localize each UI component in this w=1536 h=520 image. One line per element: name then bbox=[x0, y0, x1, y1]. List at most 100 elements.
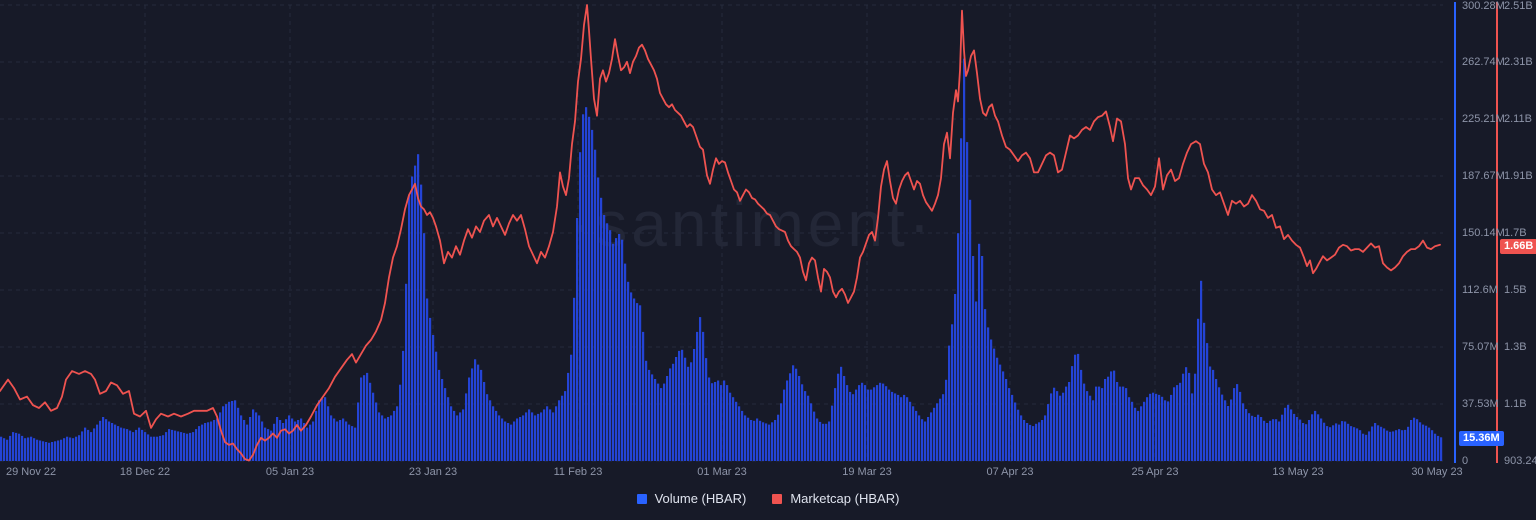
volume-bar bbox=[105, 419, 108, 461]
volume-bar bbox=[1380, 426, 1383, 461]
volume-bar bbox=[297, 420, 300, 461]
volume-bar bbox=[1095, 386, 1098, 461]
volume-bar bbox=[894, 393, 897, 461]
volume-bar bbox=[1017, 409, 1020, 461]
volume-bar bbox=[1422, 424, 1425, 461]
volume-bar bbox=[201, 424, 204, 461]
volume-bar bbox=[855, 389, 858, 461]
volume-bar bbox=[705, 358, 708, 461]
volume-bar bbox=[468, 377, 471, 461]
volume-bar bbox=[360, 377, 363, 461]
volume-bar bbox=[402, 350, 405, 461]
volume-bar bbox=[726, 385, 729, 461]
volume-bar bbox=[1371, 426, 1374, 461]
volume-bar bbox=[1023, 420, 1026, 461]
volume-bar bbox=[24, 438, 27, 461]
volume-bar bbox=[1404, 429, 1407, 461]
volume-bar bbox=[1077, 353, 1080, 461]
volume-bar bbox=[936, 403, 939, 461]
volume-bar bbox=[588, 116, 591, 462]
volume-bar bbox=[366, 372, 369, 461]
volume-bar bbox=[1227, 406, 1230, 461]
volume-bar bbox=[378, 412, 381, 461]
volume-bar bbox=[390, 415, 393, 461]
volume-bar bbox=[54, 441, 57, 461]
volume-bar bbox=[558, 400, 561, 461]
volume-bar bbox=[729, 392, 732, 461]
volume-bar bbox=[1419, 422, 1422, 461]
volume-bar bbox=[456, 415, 459, 461]
volume-bar bbox=[261, 421, 264, 461]
volume-bar bbox=[576, 218, 579, 461]
volume-bar bbox=[912, 406, 915, 461]
volume-bar bbox=[411, 176, 414, 461]
volume-bar bbox=[834, 388, 837, 461]
legend-item-volume[interactable]: Volume (HBAR) bbox=[636, 491, 746, 506]
volume-bar bbox=[48, 442, 51, 461]
volume-bar bbox=[669, 368, 672, 461]
volume-bar bbox=[1290, 409, 1293, 461]
volume-bar bbox=[927, 417, 930, 461]
volume-bar bbox=[1224, 400, 1227, 461]
volume-bar bbox=[396, 406, 399, 461]
volume-bar bbox=[318, 400, 321, 461]
volume-bar bbox=[1119, 386, 1122, 461]
volume-bar bbox=[561, 395, 564, 461]
volume-bar bbox=[384, 418, 387, 461]
volume-bar bbox=[1359, 430, 1362, 461]
volume-bar bbox=[831, 405, 834, 461]
volume-bar bbox=[1035, 423, 1038, 461]
volume-bar bbox=[417, 154, 420, 461]
volume-bar bbox=[426, 298, 429, 461]
volume-bar bbox=[255, 412, 258, 461]
volume-bar bbox=[498, 415, 501, 461]
volume-bar bbox=[267, 429, 270, 461]
volume-bar bbox=[339, 420, 342, 461]
volume-bar bbox=[1377, 425, 1380, 461]
volume-bar bbox=[843, 376, 846, 461]
volume-bar bbox=[837, 373, 840, 461]
volume-bar bbox=[1026, 423, 1029, 461]
volume-bar bbox=[1254, 417, 1257, 461]
volume-bar bbox=[1221, 394, 1224, 461]
volume-bar bbox=[882, 383, 885, 461]
volume-bar bbox=[1395, 430, 1398, 461]
volume-bar bbox=[738, 406, 741, 461]
volume-bar bbox=[1200, 280, 1203, 461]
volume-bar bbox=[870, 389, 873, 461]
volume-bar bbox=[1074, 354, 1077, 461]
volume-bar bbox=[1278, 421, 1281, 461]
volume-bar bbox=[249, 417, 252, 461]
volume-bar bbox=[750, 420, 753, 461]
volume-bar bbox=[27, 437, 30, 461]
volume-bar bbox=[147, 434, 150, 461]
volume-bar bbox=[444, 388, 447, 461]
volume-bar bbox=[315, 410, 318, 461]
volume-bar bbox=[219, 412, 222, 461]
volume-bar bbox=[1344, 421, 1347, 461]
volume-bar bbox=[192, 432, 195, 461]
volume-bar bbox=[1401, 430, 1404, 461]
volume-bar bbox=[33, 438, 36, 461]
volume-bar bbox=[39, 440, 42, 461]
volume-bar bbox=[1389, 431, 1392, 461]
volume-bar bbox=[816, 418, 819, 461]
volume-bar bbox=[591, 129, 594, 461]
volume-bar bbox=[1149, 393, 1152, 461]
volume-bar bbox=[1368, 431, 1371, 461]
volume-bar bbox=[1353, 427, 1356, 461]
volume-bar bbox=[852, 394, 855, 461]
volume-bar bbox=[102, 417, 105, 461]
volume-bar bbox=[375, 402, 378, 461]
volume-bar bbox=[1185, 367, 1188, 461]
volume-bar bbox=[477, 364, 480, 461]
volume-bar bbox=[84, 427, 87, 461]
volume-bar bbox=[129, 430, 132, 461]
legend-item-marketcap[interactable]: Marketcap (HBAR) bbox=[772, 491, 899, 506]
volume-bar bbox=[231, 401, 234, 461]
volume-bar bbox=[585, 107, 588, 461]
volume-bar bbox=[1161, 396, 1164, 461]
volume-bar bbox=[1002, 371, 1005, 461]
volume-legend-swatch-icon bbox=[636, 493, 647, 504]
